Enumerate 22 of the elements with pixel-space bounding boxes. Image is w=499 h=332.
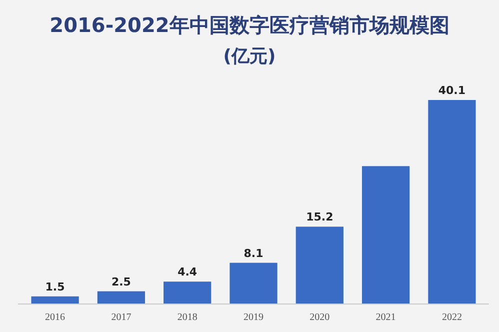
data-label: 2.5 [111,275,131,288]
bar [164,282,212,304]
bar [97,291,146,304]
data-label: 4.4 [178,266,198,279]
x-tick-label: 2017 [111,312,132,323]
data-label: 1.5 [45,280,65,294]
data-label: 8.1 [244,246,264,260]
data-label: 40.1 [438,84,466,97]
x-tick-label: 2022 [442,312,462,323]
chart-title: 2016-2022年中国数字医疗营销市场规模图 [50,13,450,37]
x-tick-label: 2016 [45,312,66,323]
bar [31,296,79,304]
bar [428,100,476,304]
chart-subtitle: (亿元) [223,46,276,67]
bar [230,262,278,304]
bar [362,166,410,304]
bar [296,226,344,304]
x-tick-label: 2019 [244,312,264,323]
x-tick-label: 2021 [376,312,396,323]
x-tick-label: 2018 [177,312,198,323]
x-tick-label: 2020 [310,312,330,323]
data-label: 15.2 [306,210,334,224]
